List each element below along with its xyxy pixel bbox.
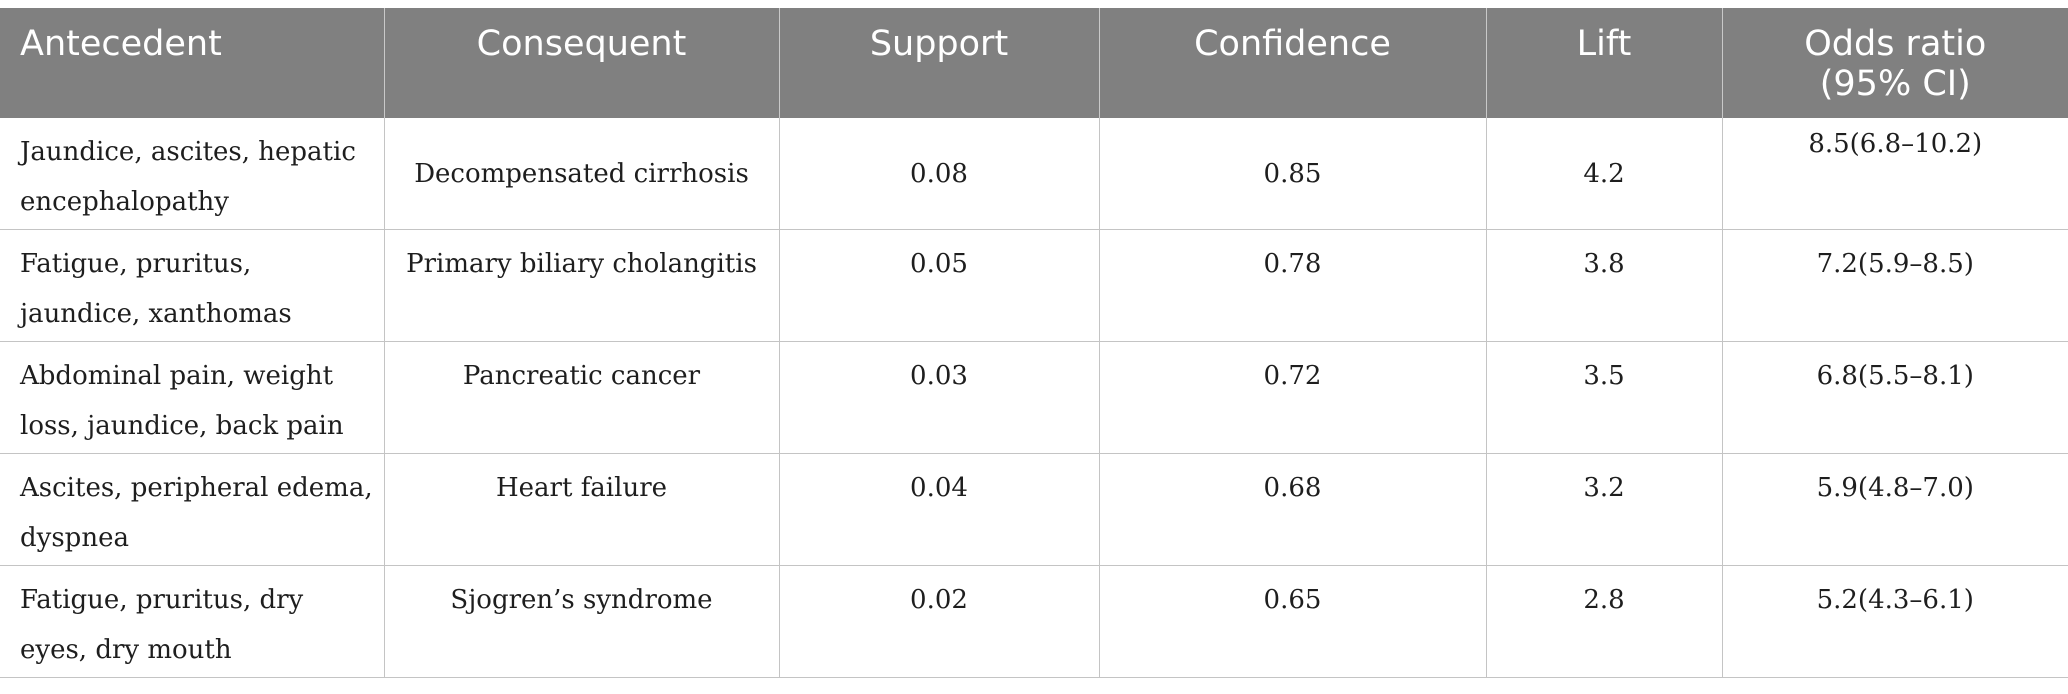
cell-text: 2.8 — [1583, 585, 1625, 615]
table-header-row: Antecedent Consequent Support Confidence… — [0, 8, 2068, 118]
cell-text: Decompensated cirrhosis — [414, 158, 749, 189]
cell-lift: 4.2 — [1485, 118, 1722, 230]
table-row: Fatigue, pruritus, dry eyes, dry mouth S… — [0, 565, 2068, 678]
cell-text: 0.02 — [910, 585, 968, 615]
header-label: Confidence — [1194, 24, 1391, 64]
header-odds-ratio: Odds ratio (95% CI) — [1721, 8, 2068, 118]
cell-text: 0.08 — [910, 158, 968, 189]
header-lift: Lift — [1485, 8, 1722, 118]
cell-support: 0.04 — [778, 453, 1099, 566]
header-confidence: Confidence — [1098, 8, 1486, 118]
cell-support: 0.02 — [778, 565, 1099, 678]
cell-antecedent: Fatigue, pruritus, jaundice, xanthomas — [0, 229, 384, 342]
cell-text: 0.85 — [1263, 158, 1322, 189]
header-antecedent: Antecedent — [0, 8, 384, 118]
cell-text: 8.5(6.8–10.2) — [1808, 129, 1983, 159]
cell-confidence: 0.65 — [1098, 565, 1486, 678]
cell-antecedent: Ascites, peripheral edema, dyspnea — [0, 453, 384, 566]
cell-consequent: Pancreatic cancer — [383, 341, 779, 454]
header-label: Antecedent — [20, 24, 222, 64]
cell-text: 3.2 — [1583, 473, 1625, 503]
header-support: Support — [778, 8, 1099, 118]
cell-text: Pancreatic cancer — [462, 361, 701, 391]
table-row: Fatigue, pruritus, jaundice, xanthomas P… — [0, 229, 2068, 342]
cell-text: Jaundice, ascites, hepatic encephalopath… — [20, 137, 356, 217]
cell-text: Abdominal pain, weight loss, jaundice, b… — [20, 361, 344, 441]
header-label: Lift — [1576, 24, 1632, 64]
cell-lift: 3.8 — [1485, 229, 1722, 342]
cell-text: 0.68 — [1263, 473, 1322, 503]
cell-text: 6.8(5.5–8.1) — [1816, 361, 1974, 391]
cell-text: 3.5 — [1583, 361, 1625, 391]
cell-consequent: Primary biliary cholangitis — [383, 229, 779, 342]
cell-odds-ratio: 8.5(6.8–10.2) — [1721, 118, 2068, 230]
cell-consequent: Heart failure — [383, 453, 779, 566]
cell-confidence: 0.78 — [1098, 229, 1486, 342]
cell-antecedent: Jaundice, ascites, hepatic encephalopath… — [0, 118, 384, 230]
cell-odds-ratio: 5.9(4.8–7.0) — [1721, 453, 2068, 566]
header-label: Support — [869, 24, 1009, 64]
cell-confidence: 0.68 — [1098, 453, 1486, 566]
table-row: Ascites, peripheral edema, dyspnea Heart… — [0, 453, 2068, 566]
cell-lift: 3.2 — [1485, 453, 1722, 566]
cell-antecedent: Fatigue, pruritus, dry eyes, dry mouth — [0, 565, 384, 678]
cell-lift: 2.8 — [1485, 565, 1722, 678]
cell-text: 7.2(5.9–8.5) — [1816, 249, 1974, 279]
header-label: Odds ratio (95% CI) — [1804, 24, 1987, 104]
cell-text: 0.65 — [1263, 585, 1322, 615]
cell-support: 0.03 — [778, 341, 1099, 454]
cell-text: Ascites, peripheral edema, dyspnea — [20, 473, 373, 553]
cell-support: 0.05 — [778, 229, 1099, 342]
cell-text: 0.78 — [1263, 249, 1322, 279]
cell-text: 0.03 — [910, 361, 968, 391]
table-row: Abdominal pain, weight loss, jaundice, b… — [0, 341, 2068, 454]
association-rules-table: Antecedent Consequent Support Confidence… — [0, 8, 2068, 678]
cell-text: Fatigue, pruritus, jaundice, xanthomas — [20, 249, 292, 329]
cell-consequent: Decompensated cirrhosis — [383, 118, 779, 230]
cell-text: 3.8 — [1583, 249, 1625, 279]
cell-antecedent: Abdominal pain, weight loss, jaundice, b… — [0, 341, 384, 454]
cell-text: 5.9(4.8–7.0) — [1816, 473, 1974, 503]
cell-confidence: 0.72 — [1098, 341, 1486, 454]
cell-text: 0.04 — [910, 473, 968, 503]
cell-text: Primary biliary cholangitis — [406, 249, 757, 279]
cell-text: 5.2(4.3–6.1) — [1816, 585, 1974, 615]
cell-odds-ratio: 7.2(5.9–8.5) — [1721, 229, 2068, 342]
cell-text: 0.05 — [910, 249, 968, 279]
cell-consequent: Sjogren’s syndrome — [383, 565, 779, 678]
cell-text: Heart failure — [495, 473, 668, 503]
cell-odds-ratio: 6.8(5.5–8.1) — [1721, 341, 2068, 454]
cell-confidence: 0.85 — [1098, 118, 1486, 230]
table-row: Jaundice, ascites, hepatic encephalopath… — [0, 118, 2068, 230]
association-rules-table-container: Antecedent Consequent Support Confidence… — [0, 8, 2068, 678]
header-label: Consequent — [476, 24, 687, 64]
cell-odds-ratio: 5.2(4.3–6.1) — [1721, 565, 2068, 678]
cell-text: 4.2 — [1583, 158, 1625, 189]
header-consequent: Consequent — [383, 8, 779, 118]
cell-text: Sjogren’s syndrome — [450, 585, 713, 615]
cell-text: 0.72 — [1263, 361, 1322, 391]
cell-support: 0.08 — [778, 118, 1099, 230]
cell-text: Fatigue, pruritus, dry eyes, dry mouth — [20, 585, 304, 665]
cell-lift: 3.5 — [1485, 341, 1722, 454]
